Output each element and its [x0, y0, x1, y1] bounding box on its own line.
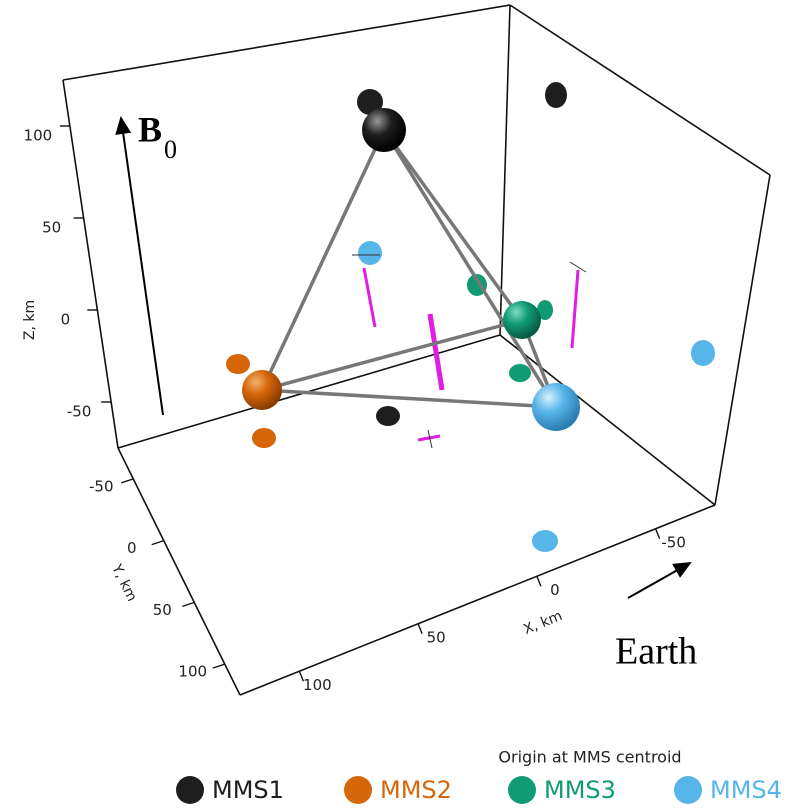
field-label-sub: 0	[164, 135, 177, 164]
legend-marker	[674, 776, 702, 804]
tick	[656, 529, 660, 539]
z-axis-title: Z, km	[22, 300, 38, 340]
note: Origin at MMS centroid	[498, 748, 681, 767]
x-tick-label: 100	[303, 676, 332, 694]
legend-label: MMS2	[380, 776, 452, 804]
shadows	[226, 82, 715, 552]
tick	[182, 602, 194, 606]
z-tick-label: 100	[24, 127, 53, 145]
legend-marker	[176, 776, 204, 804]
chart: B 0 Earth Z, km Y, km X, km Origin at MM…	[0, 0, 808, 809]
x-axis-title: X, km	[521, 608, 564, 638]
tetrahedron	[262, 130, 556, 407]
tick	[537, 576, 541, 586]
z-tick-label: -50	[67, 403, 92, 421]
x-tick-label: -50	[661, 533, 686, 551]
field-arrow	[121, 118, 163, 415]
earth-label: Earth	[615, 631, 697, 673]
legend-label: MMS1	[212, 776, 284, 804]
tick	[152, 541, 164, 545]
z-tick-label: 50	[42, 219, 61, 237]
legend-marker	[344, 776, 372, 804]
y-axis-title: Y, km	[108, 561, 140, 604]
y-tick-label: 100	[178, 663, 207, 681]
y-tick-label: 0	[127, 539, 137, 557]
tick	[213, 664, 225, 668]
y-tick-label: -50	[89, 477, 114, 495]
earth-arrow	[628, 563, 690, 598]
x-tick-label: 0	[550, 581, 560, 599]
legend-marker	[508, 776, 536, 804]
legend-label: MMS4	[710, 776, 782, 804]
legend-label: MMS3	[544, 776, 616, 804]
tick	[418, 624, 422, 634]
x-tick-label: 50	[427, 628, 446, 646]
y-tick-label: 50	[153, 601, 172, 619]
z-tick-label: 0	[61, 311, 71, 329]
field-label: B	[138, 109, 162, 149]
tick	[121, 479, 133, 483]
